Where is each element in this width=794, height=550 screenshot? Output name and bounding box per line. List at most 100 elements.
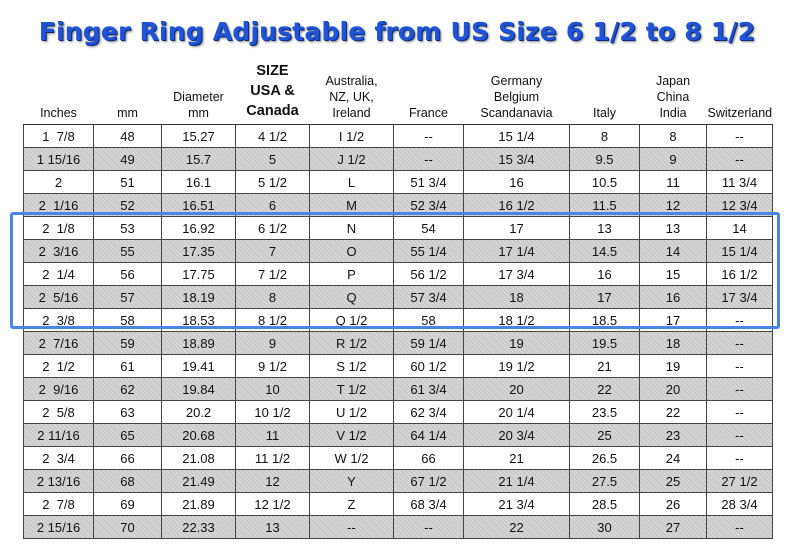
- table-cell: 23.5: [569, 400, 640, 424]
- column-header-line: USA &: [250, 83, 295, 99]
- column-header-line: Germany: [490, 74, 543, 88]
- table-cell: 2 7/16: [23, 331, 94, 355]
- table-cell: 70: [93, 515, 162, 539]
- table-cell: 5 1/2: [235, 170, 310, 194]
- table-cell: I 1/2: [309, 124, 394, 148]
- table-cell: 10 1/2: [235, 400, 310, 424]
- table-cell: 13: [235, 515, 310, 539]
- column-header-line: France: [409, 106, 448, 120]
- table-cell: 1 7/8: [23, 124, 94, 148]
- table-cell: 16 1/2: [463, 193, 570, 217]
- table-row: 2 1/4 56 17.75 7 1/2 P 56 1/2 17 3/4 16 15 16 1/2: [23, 262, 773, 286]
- table-cell: 22: [569, 377, 640, 401]
- table-cell: 11: [639, 170, 707, 194]
- table-cell: 62 3/4: [393, 400, 464, 424]
- table-cell: 18 1/2: [463, 308, 570, 332]
- column-header-line: Italy: [593, 106, 616, 120]
- table-cell: W 1/2: [309, 446, 394, 470]
- table-cell: 22: [463, 515, 570, 539]
- table-cell: 12: [235, 469, 310, 493]
- table-row: 1 15/16 49 15.7 5 J 1/2 -- 15 3/4 9.5 9 --: [23, 147, 773, 171]
- table-cell: 16 1/2: [706, 262, 773, 286]
- table-cell: 20 1/4: [463, 400, 570, 424]
- table-cell: 2 3/4: [23, 446, 94, 470]
- table-cell: 65: [93, 423, 162, 447]
- table-cell: N: [309, 216, 394, 240]
- table-cell: 18.5: [569, 308, 640, 332]
- table-cell: 21: [463, 446, 570, 470]
- table-cell: 61: [93, 354, 162, 378]
- table-cell: 16: [463, 170, 570, 194]
- table-cell: --: [706, 423, 773, 447]
- table-cell: 6 1/2: [235, 216, 310, 240]
- table-cell: 68 3/4: [393, 492, 464, 516]
- table-cell: 64 1/4: [393, 423, 464, 447]
- table-cell: 19.5: [569, 331, 640, 355]
- table-cell: 22.33: [161, 515, 236, 539]
- column-header: Germany Belgium Scandanavia: [463, 60, 570, 125]
- table-cell: 12: [639, 193, 707, 217]
- column-header-line: SIZE: [256, 63, 289, 79]
- table-cell: 55: [93, 239, 162, 263]
- table-cell: 52: [93, 193, 162, 217]
- table-cell: --: [393, 124, 464, 148]
- table-cell: 61 3/4: [393, 377, 464, 401]
- table-cell: 11 1/2: [235, 446, 310, 470]
- table-cell: 20.68: [161, 423, 236, 447]
- table-cell: 7: [235, 239, 310, 263]
- table-cell: 19 1/2: [463, 354, 570, 378]
- table-cell: 17 1/4: [463, 239, 570, 263]
- table-cell: 2 5/8: [23, 400, 94, 424]
- table-cell: 8: [639, 124, 707, 148]
- table-cell: 14: [639, 239, 707, 263]
- table-cell: 24: [639, 446, 707, 470]
- table-row: 2 13/16 68 21.49 12 Y 67 1/2 21 1/4 27.5 25 27 1/…: [23, 469, 773, 493]
- table-cell: 12 3/4: [706, 193, 773, 217]
- table-cell: 17.35: [161, 239, 236, 263]
- table-cell: 2 11/16: [23, 423, 94, 447]
- table-cell: S 1/2: [309, 354, 394, 378]
- table-cell: 16.92: [161, 216, 236, 240]
- table-cell: 28.5: [569, 492, 640, 516]
- table-cell: 68: [93, 469, 162, 493]
- table-cell: 48: [93, 124, 162, 148]
- table-cell: 11.5: [569, 193, 640, 217]
- page-title: Finger Ring Adjustable from US Size 6 1/…: [38, 17, 756, 46]
- table-cell: 20: [639, 377, 707, 401]
- table-cell: --: [706, 147, 773, 171]
- table-cell: J 1/2: [309, 147, 394, 171]
- table-cell: 15 1/4: [463, 124, 570, 148]
- table-cell: 19: [463, 331, 570, 355]
- column-header-line: Switzerland: [707, 106, 773, 120]
- table-cell: L: [309, 170, 394, 194]
- table-cell: 21.49: [161, 469, 236, 493]
- table-cell: 9.5: [569, 147, 640, 171]
- table-cell: --: [706, 400, 773, 424]
- table-cell: 19.84: [161, 377, 236, 401]
- table-cell: 56 1/2: [393, 262, 464, 286]
- column-header-line: Japan: [655, 74, 691, 88]
- table-cell: 51: [93, 170, 162, 194]
- table-row: 2 3/8 58 18.53 8 1/2 Q 1/2 58 18 1/2 18.5 17 --: [23, 308, 773, 332]
- table-cell: M: [309, 193, 394, 217]
- column-header-line: Diameter: [173, 90, 224, 104]
- table-cell: 4 1/2: [235, 124, 310, 148]
- table-cell: --: [309, 515, 394, 539]
- table-cell: --: [706, 446, 773, 470]
- table-cell: 66: [393, 446, 464, 470]
- column-header-line: mm: [188, 106, 209, 120]
- table-cell: 20: [463, 377, 570, 401]
- table-cell: 2 1/4: [23, 262, 94, 286]
- table-row: 2 1/2 61 19.41 9 1/2 S 1/2 60 1/2 19 1/2 21 19 --: [23, 354, 773, 378]
- table-cell: R 1/2: [309, 331, 394, 355]
- table-cell: 9: [639, 147, 707, 171]
- table-cell: 17: [463, 216, 570, 240]
- table-cell: 14: [706, 216, 773, 240]
- table-cell: 25: [569, 423, 640, 447]
- table-header-row: Inches mm Diameter mm SIZE USA & Canada Austral…: [23, 60, 773, 125]
- table-cell: 16.51: [161, 193, 236, 217]
- table-cell: 21 1/4: [463, 469, 570, 493]
- column-header-line: Belgium: [493, 90, 540, 104]
- table-row: 2 51 16.1 5 1/2 L 51 3/4 16 10.5 11 11 3/4: [23, 170, 773, 194]
- column-header: SIZE USA & Canada: [235, 60, 310, 125]
